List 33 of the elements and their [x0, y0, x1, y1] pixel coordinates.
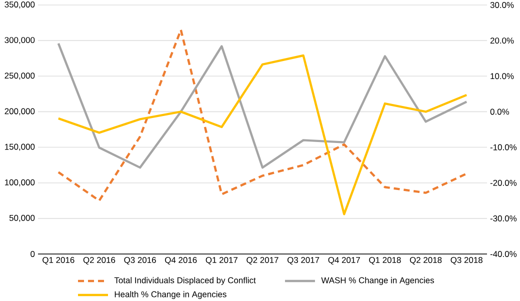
- x-tick-label: Q4 2016: [165, 257, 197, 265]
- x-tick-label: Q1 2017: [206, 257, 238, 265]
- x-tick-label: Q4 2017: [328, 257, 360, 265]
- y2-tick-label: 30.0%: [490, 2, 514, 8]
- line-series: [57, 54, 468, 216]
- y-tick-label: 100,000: [5, 179, 35, 186]
- x-tick-label: Q2 2016: [83, 257, 116, 265]
- x-tick-label: Q2 2018: [410, 257, 442, 265]
- y-tick-label: 250,000: [4, 72, 35, 80]
- line-series: [57, 28, 468, 202]
- y2-tick-label: -10.0%: [490, 144, 517, 150]
- y-tick-label: 150,000: [5, 144, 35, 151]
- y2-tick-label: 0.0%: [490, 108, 510, 115]
- legend-label: WASH % Change in Agencies: [321, 277, 434, 285]
- y2-tick-label: 20.0%: [490, 38, 514, 44]
- y-tick-label: 50,000: [9, 214, 35, 222]
- x-tick-label: Q2 2017: [246, 257, 278, 265]
- x-tick-label: Q3 2018: [450, 257, 482, 265]
- y-tick-label: 200,000: [4, 108, 35, 116]
- x-tick-label: Q1 2016: [42, 257, 74, 265]
- y2-tick-label: -40.0%: [490, 251, 517, 257]
- y-tick-label: 350,000: [4, 2, 35, 8]
- x-tick-label: Q1 2018: [369, 257, 401, 265]
- y-tick-label: 0: [30, 251, 35, 257]
- legend-label: Health % Change in Agencies: [114, 291, 226, 299]
- y2-tick-label: 10.0%: [490, 73, 514, 80]
- line-series: [57, 42, 468, 169]
- x-tick-label: Q3 2016: [124, 257, 156, 265]
- y2-tick-label: -20.0%: [490, 180, 517, 186]
- y-tick-label: 300,000: [4, 37, 35, 44]
- x-tick-label: Q3 2017: [287, 257, 320, 265]
- legend-label: Total Individuals Displaced by Conflict: [114, 277, 256, 285]
- y2-tick-label: -30.0%: [490, 215, 517, 222]
